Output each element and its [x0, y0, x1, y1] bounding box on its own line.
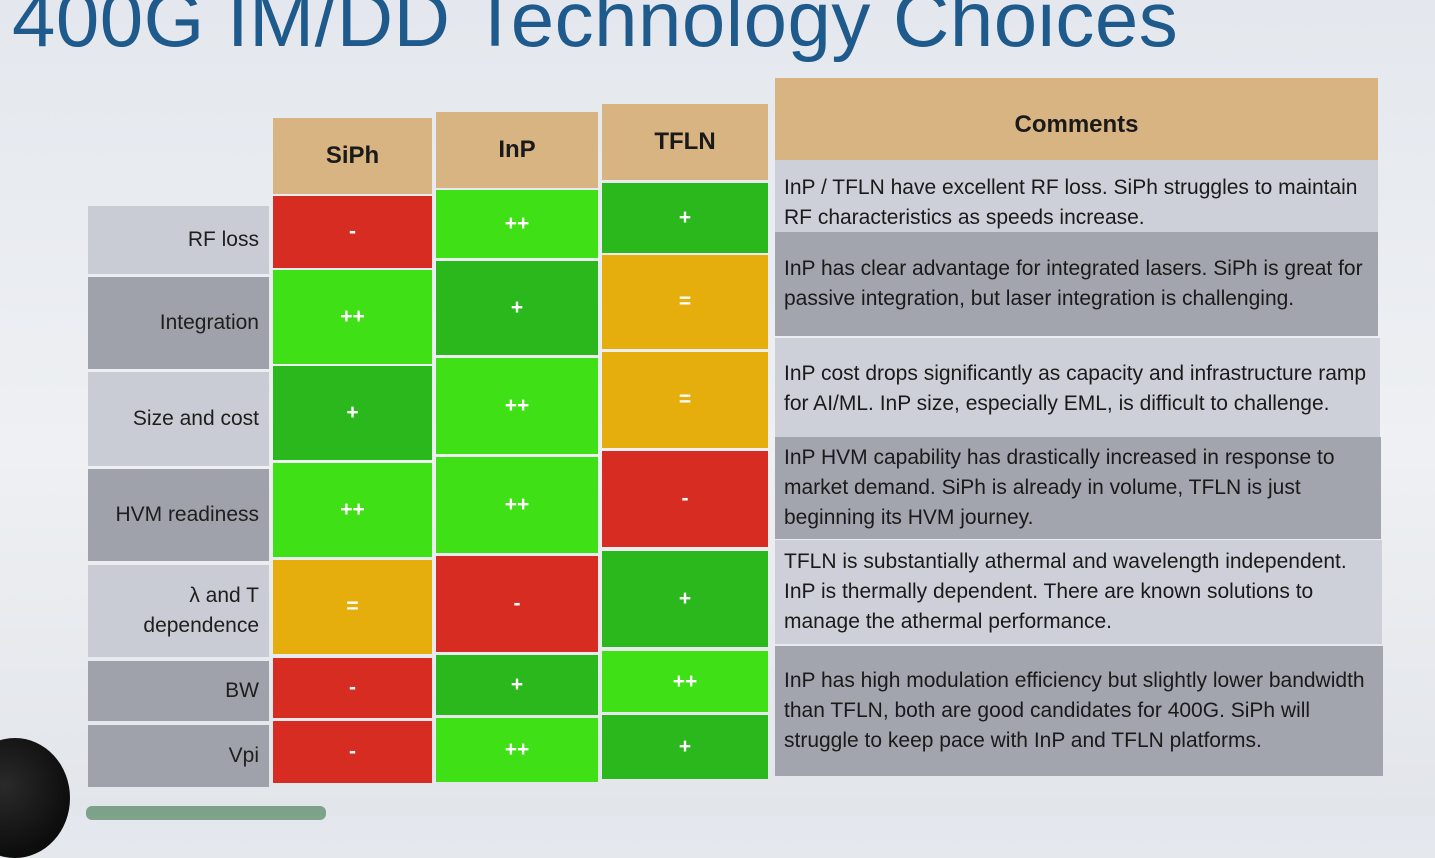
footer-logo-fragment: [86, 806, 326, 820]
col-header-inp: InP: [436, 112, 598, 188]
rating-siph-integration: ++: [273, 270, 432, 364]
rating-inp-vpi: ++: [436, 718, 598, 782]
row-label-integration: Integration: [88, 277, 269, 369]
row-label-bw: BW: [88, 661, 269, 721]
rating-tfln-hvm-readiness: -: [602, 451, 768, 547]
rating-siph-rf-loss: -: [273, 196, 432, 268]
rating-siph-size-and-cost: +: [273, 366, 432, 460]
comment-hvm-readiness: InP HVM capability has drastically incre…: [775, 437, 1381, 539]
col-header-comments: Comments: [775, 78, 1378, 172]
comment-bw-vpi: InP has high modulation efficiency but s…: [775, 646, 1383, 776]
row-label-size-and-cost: Size and cost: [88, 372, 269, 466]
rating-inp-hvm-readiness: ++: [436, 457, 598, 553]
row-label-hvm-readiness: HVM readiness: [88, 469, 269, 561]
comment-lambda-t: TFLN is substantially athermal and wavel…: [775, 540, 1382, 644]
row-label-lambda-t-dependence: λ and T dependence: [88, 565, 269, 657]
rating-inp-rf-loss: ++: [436, 190, 598, 258]
row-label-vpi: Vpi: [88, 725, 269, 787]
audience-head-silhouette: [0, 738, 70, 858]
rating-siph-lambda-t: =: [273, 560, 432, 654]
col-header-siph: SiPh: [273, 118, 432, 194]
rating-tfln-lambda-t: +: [602, 551, 768, 647]
comment-integration: InP has clear advantage for integrated l…: [775, 232, 1378, 336]
comment-rf-loss: InP / TFLN have excellent RF loss. SiPh …: [775, 160, 1378, 246]
rating-siph-bw: -: [273, 658, 432, 718]
col-header-tfln: TFLN: [602, 104, 768, 180]
rating-siph-hvm-readiness: ++: [273, 463, 432, 557]
rating-tfln-vpi: +: [602, 715, 768, 779]
rating-tfln-rf-loss: +: [602, 183, 768, 253]
rating-inp-bw: +: [436, 655, 598, 715]
rating-inp-integration: +: [436, 261, 598, 355]
rating-tfln-integration: =: [602, 255, 768, 349]
rating-inp-size-and-cost: ++: [436, 358, 598, 454]
slide-title: 400G IM/DD Technology Choices: [12, 0, 1179, 63]
comment-size-and-cost: InP cost drops significantly as capacity…: [775, 338, 1380, 440]
rating-tfln-size-and-cost: =: [602, 352, 768, 448]
rating-siph-vpi: -: [273, 721, 432, 783]
rating-tfln-bw: ++: [602, 651, 768, 712]
rating-inp-lambda-t: -: [436, 556, 598, 652]
row-label-rf-loss: RF loss: [88, 206, 269, 274]
